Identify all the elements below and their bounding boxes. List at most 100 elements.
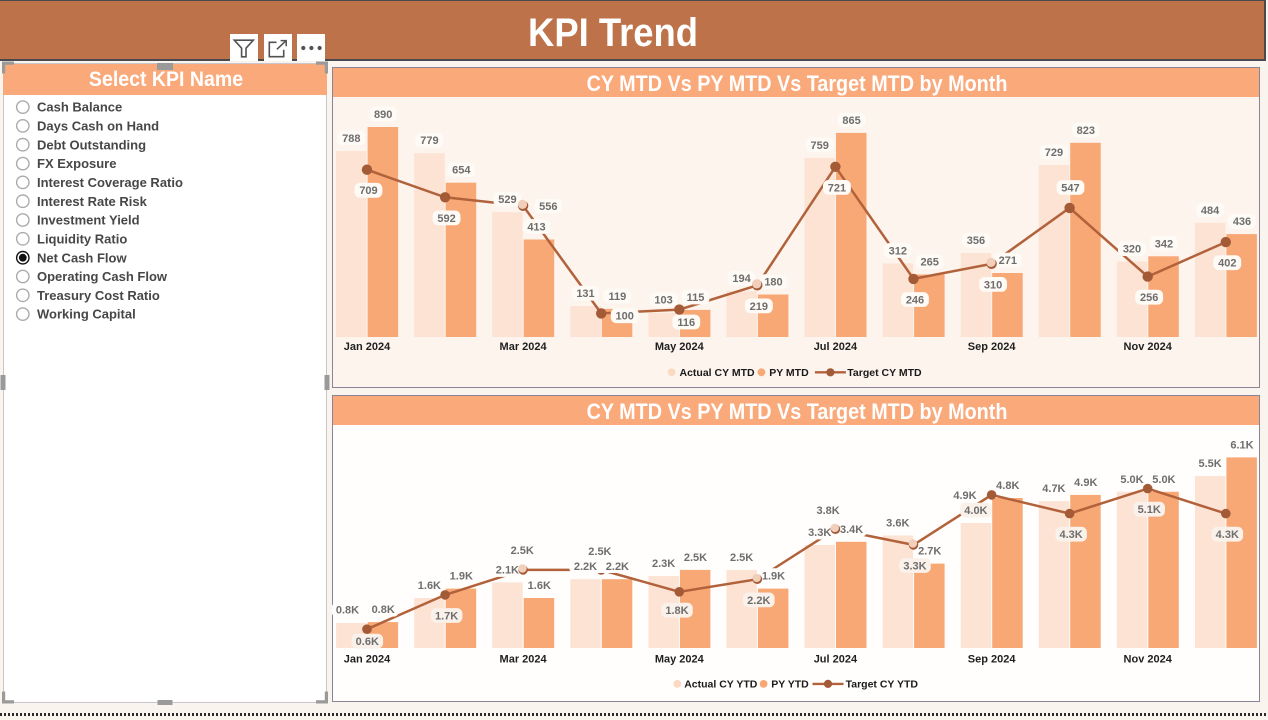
svg-text:3.8K: 3.8K [816, 505, 839, 517]
svg-text:4.9K: 4.9K [1074, 477, 1097, 489]
svg-text:2.5K: 2.5K [730, 552, 753, 564]
svg-text:Cash Balance: Cash Balance [37, 100, 122, 115]
svg-text:1.9K: 1.9K [762, 571, 785, 583]
svg-text:Days Cash on Hand: Days Cash on Hand [37, 119, 159, 134]
svg-text:1.7K: 1.7K [435, 610, 458, 622]
svg-text:194: 194 [732, 273, 751, 285]
svg-text:342: 342 [1155, 238, 1173, 250]
svg-text:116: 116 [677, 317, 695, 329]
svg-text:3.3K: 3.3K [903, 560, 926, 572]
svg-text:823: 823 [1077, 125, 1095, 137]
svg-text:320: 320 [1123, 244, 1141, 256]
svg-text:Operating Cash Flow: Operating Cash Flow [37, 269, 168, 284]
svg-text:103: 103 [654, 295, 672, 307]
svg-text:2.5K: 2.5K [588, 546, 611, 558]
svg-text:865: 865 [842, 115, 860, 127]
svg-text:PY YTD: PY YTD [771, 679, 809, 691]
svg-text:0.8K: 0.8K [372, 604, 395, 616]
svg-text:4.9K: 4.9K [953, 490, 976, 502]
svg-text:556: 556 [539, 201, 557, 213]
svg-text:1.8K: 1.8K [665, 605, 688, 617]
svg-text:Jul 2024: Jul 2024 [814, 653, 858, 665]
svg-text:356: 356 [967, 235, 985, 247]
svg-text:219: 219 [750, 301, 768, 313]
svg-text:Actual CY YTD: Actual CY YTD [684, 679, 758, 691]
svg-text:265: 265 [921, 257, 939, 269]
svg-text:2.2K: 2.2K [574, 561, 597, 573]
svg-text:Debt Outstanding: Debt Outstanding [37, 137, 146, 152]
svg-text:May 2024: May 2024 [655, 341, 705, 353]
svg-text:4.0K: 4.0K [964, 505, 987, 517]
svg-text:4.8K: 4.8K [996, 480, 1019, 492]
svg-text:2.1K: 2.1K [496, 564, 519, 576]
svg-text:310: 310 [984, 279, 1002, 291]
svg-text:0.6K: 0.6K [356, 636, 379, 648]
svg-text:436: 436 [1233, 216, 1251, 228]
svg-text:131: 131 [576, 288, 594, 300]
svg-text:2.3K: 2.3K [652, 558, 675, 570]
svg-text:Interest Coverage Ratio: Interest Coverage Ratio [37, 175, 183, 190]
svg-text:3.6K: 3.6K [886, 518, 909, 530]
svg-text:402: 402 [1218, 258, 1236, 270]
svg-text:Treasury Cost Ratio: Treasury Cost Ratio [37, 288, 160, 303]
svg-text:529: 529 [498, 194, 516, 206]
svg-text:2.5K: 2.5K [511, 545, 534, 557]
svg-text:246: 246 [906, 294, 924, 306]
svg-text:312: 312 [889, 245, 907, 257]
svg-text:180: 180 [764, 277, 782, 289]
svg-text:1.6K: 1.6K [418, 580, 441, 592]
svg-text:779: 779 [420, 135, 438, 147]
svg-text:592: 592 [437, 213, 455, 225]
svg-text:Jul 2024: Jul 2024 [814, 341, 858, 353]
svg-text:721: 721 [828, 182, 846, 194]
svg-text:0.8K: 0.8K [336, 605, 359, 617]
svg-text:Jan 2024: Jan 2024 [344, 341, 391, 353]
svg-text:Liquidity Ratio: Liquidity Ratio [37, 231, 127, 246]
svg-text:3.4K: 3.4K [840, 524, 863, 536]
svg-text:5.1K: 5.1K [1138, 504, 1161, 516]
svg-text:Target CY MTD: Target CY MTD [847, 367, 922, 379]
svg-text:4.3K: 4.3K [1216, 529, 1239, 541]
svg-text:PY MTD: PY MTD [769, 367, 809, 379]
svg-text:2.2K: 2.2K [606, 561, 629, 573]
svg-text:Mar 2024: Mar 2024 [500, 341, 548, 353]
svg-text:654: 654 [452, 165, 471, 177]
svg-text:484: 484 [1201, 205, 1220, 217]
svg-text:256: 256 [1140, 292, 1158, 304]
svg-text:1.9K: 1.9K [450, 571, 473, 583]
svg-text:547: 547 [1061, 182, 1079, 194]
svg-text:788: 788 [342, 133, 360, 145]
svg-text:413: 413 [527, 221, 545, 233]
svg-text:890: 890 [374, 109, 392, 121]
svg-text:5.0K: 5.0K [1120, 474, 1143, 486]
svg-text:5.0K: 5.0K [1152, 474, 1175, 486]
svg-text:6.1K: 6.1K [1230, 439, 1253, 451]
svg-text:Sep 2024: Sep 2024 [968, 341, 1017, 353]
svg-text:Mar 2024: Mar 2024 [500, 653, 548, 665]
svg-text:2.7K: 2.7K [918, 546, 941, 558]
svg-text:2.2K: 2.2K [747, 595, 770, 607]
svg-text:Actual CY MTD: Actual CY MTD [680, 367, 755, 379]
svg-text:4.3K: 4.3K [1059, 529, 1082, 541]
svg-text:729: 729 [1045, 147, 1063, 159]
svg-text:3.3K: 3.3K [808, 527, 831, 539]
svg-text:4.7K: 4.7K [1042, 483, 1065, 495]
svg-text:Target CY YTD: Target CY YTD [846, 679, 919, 691]
svg-text:Working Capital: Working Capital [37, 307, 136, 322]
svg-text:Nov 2024: Nov 2024 [1124, 341, 1173, 353]
svg-text:Investment Yield: Investment Yield [37, 213, 140, 228]
svg-text:Nov 2024: Nov 2024 [1124, 653, 1173, 665]
svg-text:1.6K: 1.6K [528, 580, 551, 592]
svg-text:Sep 2024: Sep 2024 [968, 653, 1017, 665]
svg-text:115: 115 [687, 292, 705, 304]
svg-text:May 2024: May 2024 [655, 653, 705, 665]
svg-text:709: 709 [359, 185, 377, 197]
svg-text:Jan 2024: Jan 2024 [344, 653, 391, 665]
svg-text:2.5K: 2.5K [684, 552, 707, 564]
svg-text:Interest Rate Risk: Interest Rate Risk [37, 194, 148, 209]
svg-text:FX Exposure: FX Exposure [37, 156, 116, 171]
svg-text:119: 119 [609, 291, 627, 303]
svg-text:271: 271 [999, 255, 1017, 267]
svg-text:100: 100 [616, 311, 634, 323]
svg-text:Net Cash Flow: Net Cash Flow [37, 250, 127, 265]
